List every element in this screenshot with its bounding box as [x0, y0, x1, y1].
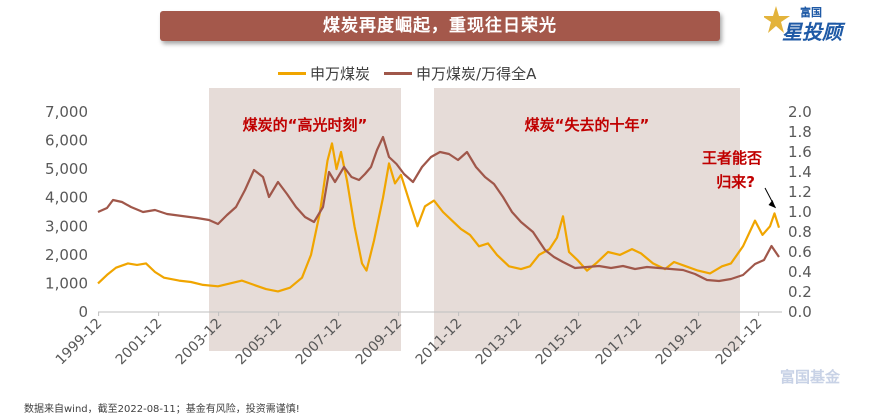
shaded-region-2 [434, 88, 740, 351]
y-left-tick-label: 5,000 [45, 160, 88, 178]
y-right-tick-label: 0.8 [788, 223, 812, 241]
legend-swatch-series1 [278, 71, 306, 75]
y-right-tick-label: 0.2 [788, 283, 812, 301]
annotation-text-line2: 归来? [716, 173, 755, 191]
y-right-tick-label: 0.0 [788, 303, 812, 321]
y-right-tick-label: 1.2 [788, 183, 812, 201]
watermark: 富国基金 [780, 368, 841, 386]
chart-legend: 申万煤炭 申万煤炭/万得全A [278, 63, 550, 83]
y-left-tick-label: 2,000 [45, 246, 88, 264]
star-icon [764, 6, 790, 33]
series-line-2 [97, 135, 780, 283]
footnote: 数据来自wind，截至2022-08-11；基金有风险，投资需谨慎! [24, 404, 300, 415]
y-right-tick-label: 1.4 [788, 163, 812, 181]
y-left-tick-label: 1,000 [45, 274, 88, 292]
x-tick-label: 1999-12 [53, 316, 106, 369]
y-left-tick-label: 3,000 [45, 217, 88, 235]
y-right-tick-label: 2.0 [788, 103, 812, 121]
chart-title: 煤炭再度崛起，重现往日荣光 [160, 11, 720, 41]
y-right-tick-label: 1.6 [788, 143, 812, 161]
y-right-tick-label: 1.0 [788, 203, 812, 221]
shaded-region-label-1: 煤炭的“高光时刻” [243, 116, 368, 134]
legend-item-series1: 申万煤炭 [278, 63, 370, 84]
logo-big-text: 星投顾 [782, 20, 842, 44]
y-left-tick-label: 7,000 [45, 103, 88, 121]
annotation-text-line1: 王者能否 [702, 149, 762, 167]
shaded-region-label-2: 煤炭“失去的十年” [525, 116, 650, 134]
y-left-tick-label: 0 [78, 303, 88, 321]
shaded-region-1 [209, 88, 401, 351]
y-left-tick-label: 6,000 [45, 132, 88, 150]
annotation-arrow-head [768, 200, 776, 208]
legend-label-series2: 申万煤炭/万得全A [416, 64, 537, 83]
brand-logo: 富国 星投顾 [764, 2, 874, 46]
x-tick-label: 2001-12 [113, 316, 166, 369]
y-right-tick-label: 0.6 [788, 243, 812, 261]
legend-item-series2: 申万煤炭/万得全A [384, 63, 536, 84]
y-right-tick-label: 0.4 [788, 263, 812, 281]
logo-small-text: 富国 [800, 6, 822, 19]
legend-label-series1: 申万煤炭 [310, 64, 371, 83]
y-right-tick-label: 1.8 [788, 123, 812, 141]
y-left-tick-label: 4,000 [45, 189, 88, 207]
legend-swatch-series2 [384, 71, 413, 75]
